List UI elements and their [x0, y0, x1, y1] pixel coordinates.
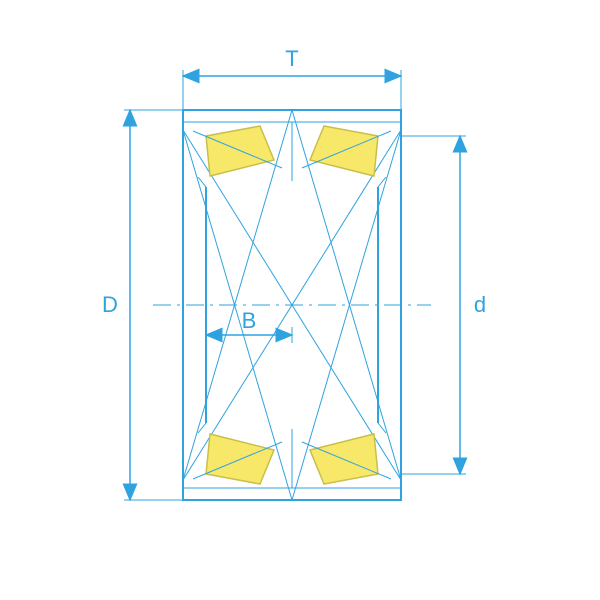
- label-t: T: [285, 46, 298, 71]
- bearing-diagram: T Dd B: [0, 0, 600, 600]
- label-d: D: [102, 292, 118, 317]
- label-b: B: [242, 308, 257, 333]
- label-d: d: [474, 292, 486, 317]
